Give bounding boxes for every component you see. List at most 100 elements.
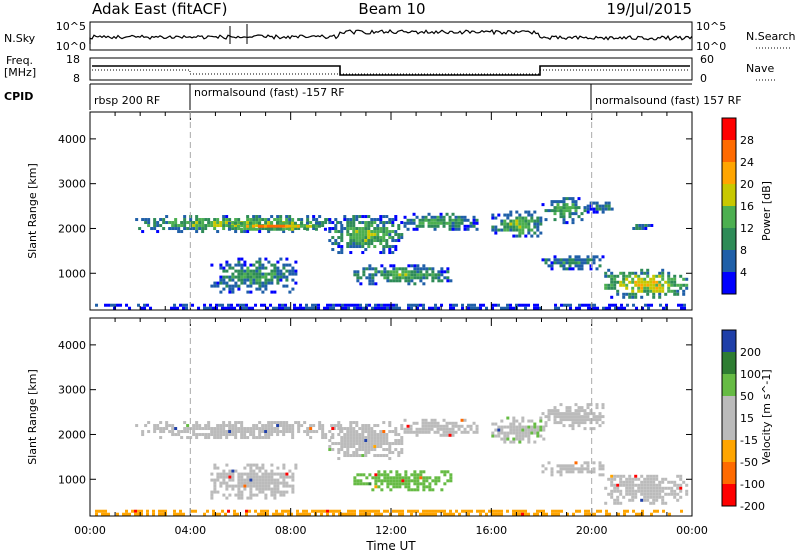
power-cell [336,221,340,225]
power-cell [404,267,408,271]
power-cell [512,306,516,310]
velocity-cell [347,509,351,513]
power-cell [252,263,256,267]
velocity-cell [577,418,581,422]
velocity-cell [282,472,286,476]
velocity-cell [631,495,635,499]
velocity-cell [437,509,441,513]
velocity-cell [228,421,232,425]
velocity-cell [619,477,623,481]
power-cell [673,292,677,296]
velocity-cell [497,509,501,513]
power-cell [559,258,563,262]
power-cell [436,224,440,228]
power-cell [635,223,639,227]
power-cell [234,284,238,288]
power-cell [419,279,423,283]
velocity-cell [667,486,671,490]
power-cell [580,267,584,271]
power-cell [394,248,398,252]
power-cell [506,306,510,310]
power-cell [491,216,495,220]
power-cell [574,203,578,207]
power-cell [258,266,262,270]
velocity-cell [122,512,126,516]
velocity-cell [574,412,578,416]
power-cell [370,236,374,240]
velocity-cell [593,512,597,516]
power-cell [437,306,441,310]
velocity-cell [358,427,362,431]
velocity-cell [547,418,551,422]
velocity-cell [263,512,267,516]
power-cell [391,221,395,225]
power-cell [285,218,289,222]
power-cell [527,225,531,229]
power-cell [646,289,650,293]
power-cell [278,306,282,310]
velocity-cell [431,509,435,513]
power-cell [231,284,235,288]
power-cell [358,221,362,225]
power-cell [267,260,271,264]
power-cell [388,218,392,222]
velocity-cell [596,509,600,513]
power-cell [434,273,438,277]
velocity-cell [394,433,398,437]
power-cell [631,289,635,293]
power-cell [222,227,226,231]
power-cell [282,263,286,267]
velocity-cell [349,439,353,443]
power-cell [640,271,644,275]
power-cell [356,270,360,274]
power-cell [503,306,507,310]
velocity-cell [347,512,351,516]
power-cell [683,306,687,310]
power-cell [646,268,650,272]
power-cell [180,230,184,234]
velocity-cell [252,463,256,467]
velocity-cell [249,433,253,437]
power-cell [451,212,455,216]
power-cell [649,277,653,281]
velocity-cell [553,418,557,422]
velocity-cell [246,475,250,479]
velocity-cell [509,428,513,432]
power-cell [394,218,398,222]
power-cell [376,224,380,228]
velocity-cell [337,421,341,425]
velocity-cell [161,512,165,516]
velocity-cell [500,419,504,423]
power-cell [281,303,285,307]
velocity-cell [331,442,335,446]
velocity-heatmap [95,403,689,516]
velocity-cell [434,479,438,483]
velocity-cell [425,479,429,483]
power-cell [407,303,411,307]
velocity-cell [497,512,501,516]
velocity-cell [267,430,271,434]
velocity-cell [580,464,584,468]
power-cell [401,267,405,271]
velocity-cell [321,436,325,440]
velocity-cell [291,490,295,494]
power-cell [156,230,160,234]
power-cell [195,215,199,219]
velocity-cell [171,430,175,434]
power-cell [554,303,558,307]
velocity-cell [646,498,650,502]
velocity-cell [539,419,543,423]
power-cell [299,221,303,225]
velocity-cell [337,448,341,452]
velocity-cell [125,512,129,516]
power-cell [264,227,268,231]
velocity-cell [497,431,501,435]
power-cell [386,270,390,274]
velocity-cell [673,492,677,496]
power-cell [233,306,237,310]
power-cell [394,230,398,234]
power-band [604,268,689,299]
power-cell [225,224,229,228]
power-cell [245,224,249,228]
velocity-cell [358,439,362,443]
